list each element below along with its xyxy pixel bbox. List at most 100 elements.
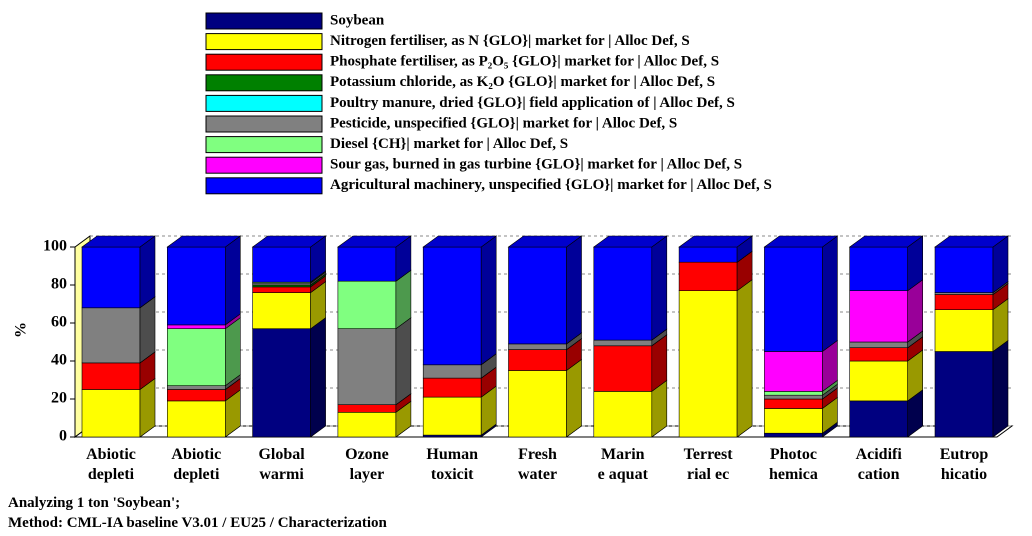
bar-segment [422,364,482,379]
bar-top [678,235,754,248]
x-tick-label-line: Photoc [770,446,817,463]
bar-side [566,235,582,345]
footer: Method: CML-IA baseline V3.01 / EU25 / C… [8,515,388,531]
legend-swatch [205,156,323,174]
x-tick-label-line: cation [858,466,900,483]
bar-segment [764,394,823,400]
bar-segment [337,280,397,330]
legend-swatch [205,177,323,195]
legend-swatch [205,74,323,92]
legend-label: Poultry manure, dried {GLO}| field appli… [330,95,735,111]
bar-top [848,235,924,248]
x-tick-label-line: Terrest [684,446,734,463]
bar-segment [422,246,482,366]
legend-label: Potassium chloride, as K₂O {GLO}| market… [330,74,715,90]
bar-segment [934,351,994,438]
bar-side [310,317,326,438]
x-tick-label-line: toxicit [431,466,474,483]
bar-side [651,235,668,341]
bar-segment [764,398,823,409]
bar-segment [167,324,226,329]
bar-segment [422,377,482,398]
x-tick-label-line: Fresh [518,446,557,463]
bar-segment [934,246,994,293]
bar-segment [252,286,311,293]
bar-side [822,235,838,353]
x-tick-label-line: Human [426,446,478,463]
bar-segment [167,385,226,390]
legend-swatch [205,33,323,51]
bar-top [251,235,327,248]
x-tick-label: Ozone layer [345,446,389,483]
legend-swatch [205,136,323,154]
bar-top [934,235,1009,248]
x-tick-label: Acidifi cation [856,446,903,483]
bar-segment [934,309,994,352]
legend-swatch [205,94,323,112]
x-tick-label: Fresh water [518,446,557,483]
bar-segment [849,360,909,402]
x-tick-label: Global warmi [258,446,305,483]
y-tick-label: 0 [59,428,67,445]
x-tick-label: Photoc hemica [769,446,818,483]
y-tick-label: 60 [51,314,67,331]
x-tick-label: Abiotic depleti [86,446,136,483]
bar-segment [849,290,909,343]
x-tick-label-line: Eutrop [940,446,989,463]
bar-segment [764,246,823,352]
bar-segment [849,246,909,292]
bar-segment [849,347,909,362]
bar-segment [678,261,738,292]
bar-segment [81,246,141,309]
bar-segment [337,246,397,282]
bar-segment [167,389,226,402]
bar-segment [167,328,226,387]
y-tick-label: 40 [51,352,67,369]
bar-side [225,235,241,326]
legend-swatch [205,53,323,71]
bar-segment [764,432,823,438]
bar-segment [81,362,141,390]
bar-segment [678,290,738,438]
y-tick-label: 100 [43,238,67,255]
bar-side [139,235,156,309]
x-tick-label-line: layer [350,466,385,483]
bar-segment [593,345,653,392]
legend-swatch [205,115,323,133]
x-tick-label-line: hemica [769,466,818,483]
x-tick-label-line: warmi [259,466,304,483]
x-tick-label-line: Acidifi [856,446,903,463]
x-tick-label-line: Abiotic [171,446,221,463]
bar-segment [337,328,397,406]
bar-side [736,279,753,438]
bar-segment [849,341,909,348]
bar-top [592,235,668,248]
footer: Analyzing 1 ton 'Soybean'; [8,495,180,511]
bar-segment [252,292,311,330]
legend-swatch [205,12,323,30]
bar-segment [508,370,567,438]
bar-segment [337,411,397,438]
x-tick-label-line: hicatio [941,466,987,483]
bar-segment [849,400,909,438]
bar-side [225,317,241,387]
bar-segment [934,294,994,310]
x-tick-label-line: rial ec [687,466,729,483]
bar-segment [764,391,823,396]
x-tick-label-line: Abiotic [86,446,136,463]
bar-top [166,235,242,248]
x-tick-label-line: depleti [173,466,220,483]
bar-top [763,235,839,248]
bar-segment [422,396,482,436]
legend-label: Diesel {CH}| market for | Alloc Def, S [330,136,568,152]
bar-top [422,235,498,248]
bar-segment [593,391,653,438]
bar-top [81,235,156,248]
bar-segment [337,404,397,413]
bar-segment [81,389,141,438]
bar-segment [508,349,567,371]
bar-segment [252,328,311,438]
legend-label: Agricultural machinery, unspecified {GLO… [330,177,772,193]
bar-top [336,235,412,248]
bar-segment [167,246,226,326]
